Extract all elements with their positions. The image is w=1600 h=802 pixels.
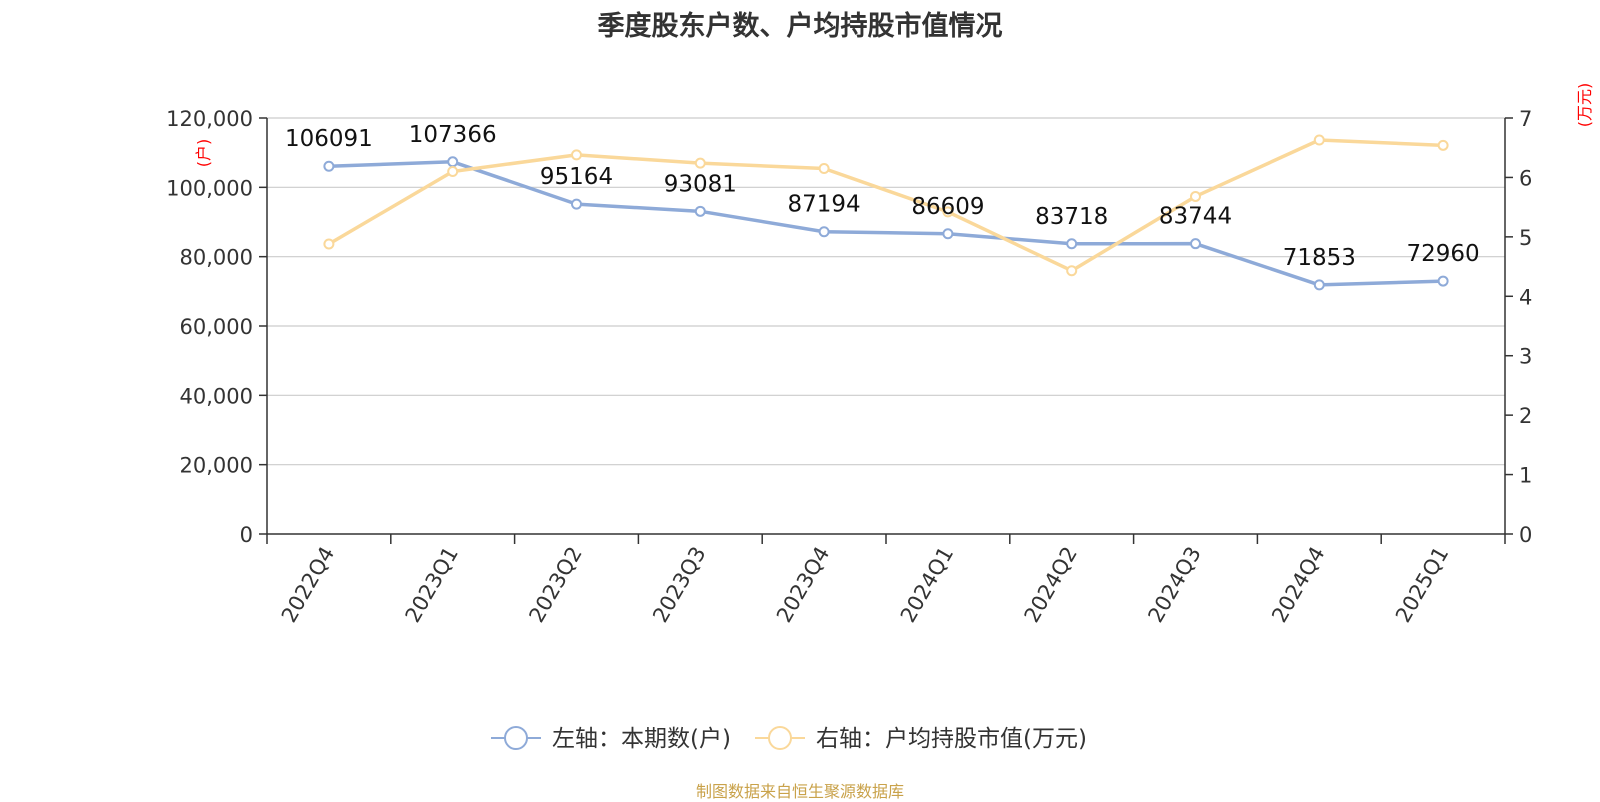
y-left-tick-label: 20,000 xyxy=(180,454,253,478)
series-point-left xyxy=(1190,238,1201,250)
data-label: 107366 xyxy=(409,122,497,148)
series-point-right xyxy=(818,163,830,175)
y-right-tick-label: 2 xyxy=(1519,404,1532,428)
series-point-right xyxy=(1190,190,1201,202)
y-left-tick-label: 100,000 xyxy=(166,176,253,200)
y-right-tick-label: 1 xyxy=(1519,464,1532,488)
series-point-right xyxy=(447,165,459,177)
data-label: 87194 xyxy=(788,192,861,218)
data-label: 86609 xyxy=(911,194,984,220)
x-tick-label: 2023Q1 xyxy=(401,543,463,627)
series-point-left xyxy=(323,160,335,172)
series-line-right xyxy=(328,138,1444,273)
y-right-tick-label: 5 xyxy=(1519,226,1532,250)
data-label: 71853 xyxy=(1283,245,1356,271)
data-label: 95164 xyxy=(540,164,613,190)
y-left-tick-label: 40,000 xyxy=(180,384,253,408)
series-point-right xyxy=(1066,265,1078,277)
series-point-right xyxy=(1313,134,1325,146)
legend-label: 右轴：户均持股市值(万元) xyxy=(816,726,1087,752)
data-label: 93081 xyxy=(664,171,737,197)
y-right-tick-label: 3 xyxy=(1519,345,1532,369)
y-right-tick-label: 6 xyxy=(1519,166,1532,190)
data-label: 83718 xyxy=(1035,204,1108,230)
grid-lines xyxy=(267,117,1505,466)
x-tick-label: 2024Q3 xyxy=(1143,543,1205,627)
y-right-tick-label: 4 xyxy=(1519,285,1532,309)
source-note: 制图数据来自恒生聚源数据库 xyxy=(695,782,904,801)
series-point-right xyxy=(1437,139,1449,151)
y-right-tick-label: 7 xyxy=(1519,107,1532,131)
series-point-left xyxy=(1437,275,1449,287)
x-tick-label: 2023Q2 xyxy=(524,543,586,627)
series-point-left xyxy=(1313,279,1325,291)
x-tick-label: 2023Q3 xyxy=(648,543,710,627)
y-left-tick-label: 60,000 xyxy=(180,315,253,339)
x-tick-label: 2023Q4 xyxy=(772,543,834,627)
series-point-right xyxy=(571,149,582,161)
series-point-left xyxy=(447,156,459,168)
series-lines xyxy=(323,134,1449,291)
y-right-unit-label: (万元) xyxy=(1575,83,1594,128)
series-point-left xyxy=(818,226,830,238)
series-point-left xyxy=(571,198,582,210)
x-tick-label: 2024Q4 xyxy=(1267,543,1329,627)
series-point-left xyxy=(694,205,706,217)
x-tick-label: 2022Q4 xyxy=(277,543,339,627)
series-point-left xyxy=(1066,238,1078,250)
x-tick-label: 2024Q2 xyxy=(1020,543,1082,627)
legend-marker xyxy=(768,726,792,750)
y-left-tick-label: 80,000 xyxy=(180,246,253,270)
x-tick-label: 2024Q1 xyxy=(896,543,958,627)
y-left-unit-label: (户) xyxy=(194,139,213,168)
y-left-tick-label: 120,000 xyxy=(166,107,253,131)
series-point-right xyxy=(694,157,706,169)
series-point-right xyxy=(323,238,335,250)
series-point-left xyxy=(942,228,954,240)
data-label: 83744 xyxy=(1159,204,1232,230)
legend: 左轴：本期数(户) 右轴：户均持股市值(万元) xyxy=(491,726,1087,752)
legend-marker xyxy=(504,726,528,750)
legend-label: 左轴：本期数(户) xyxy=(552,726,731,752)
series-point-right xyxy=(942,206,954,218)
y-left-tick-label: 0 xyxy=(240,523,253,547)
series-line-left xyxy=(328,160,1444,287)
data-labels: 106091 107366 95164 93081 87194 86609 83718 837… xyxy=(285,122,1480,271)
data-label: 72960 xyxy=(1407,241,1480,267)
data-label: 106091 xyxy=(285,126,373,152)
y-right-tick-label: 0 xyxy=(1519,523,1532,547)
chart-title: 季度股东户数、户均持股市值情况 xyxy=(597,11,1003,42)
x-tick-label: 2025Q1 xyxy=(1391,543,1453,627)
